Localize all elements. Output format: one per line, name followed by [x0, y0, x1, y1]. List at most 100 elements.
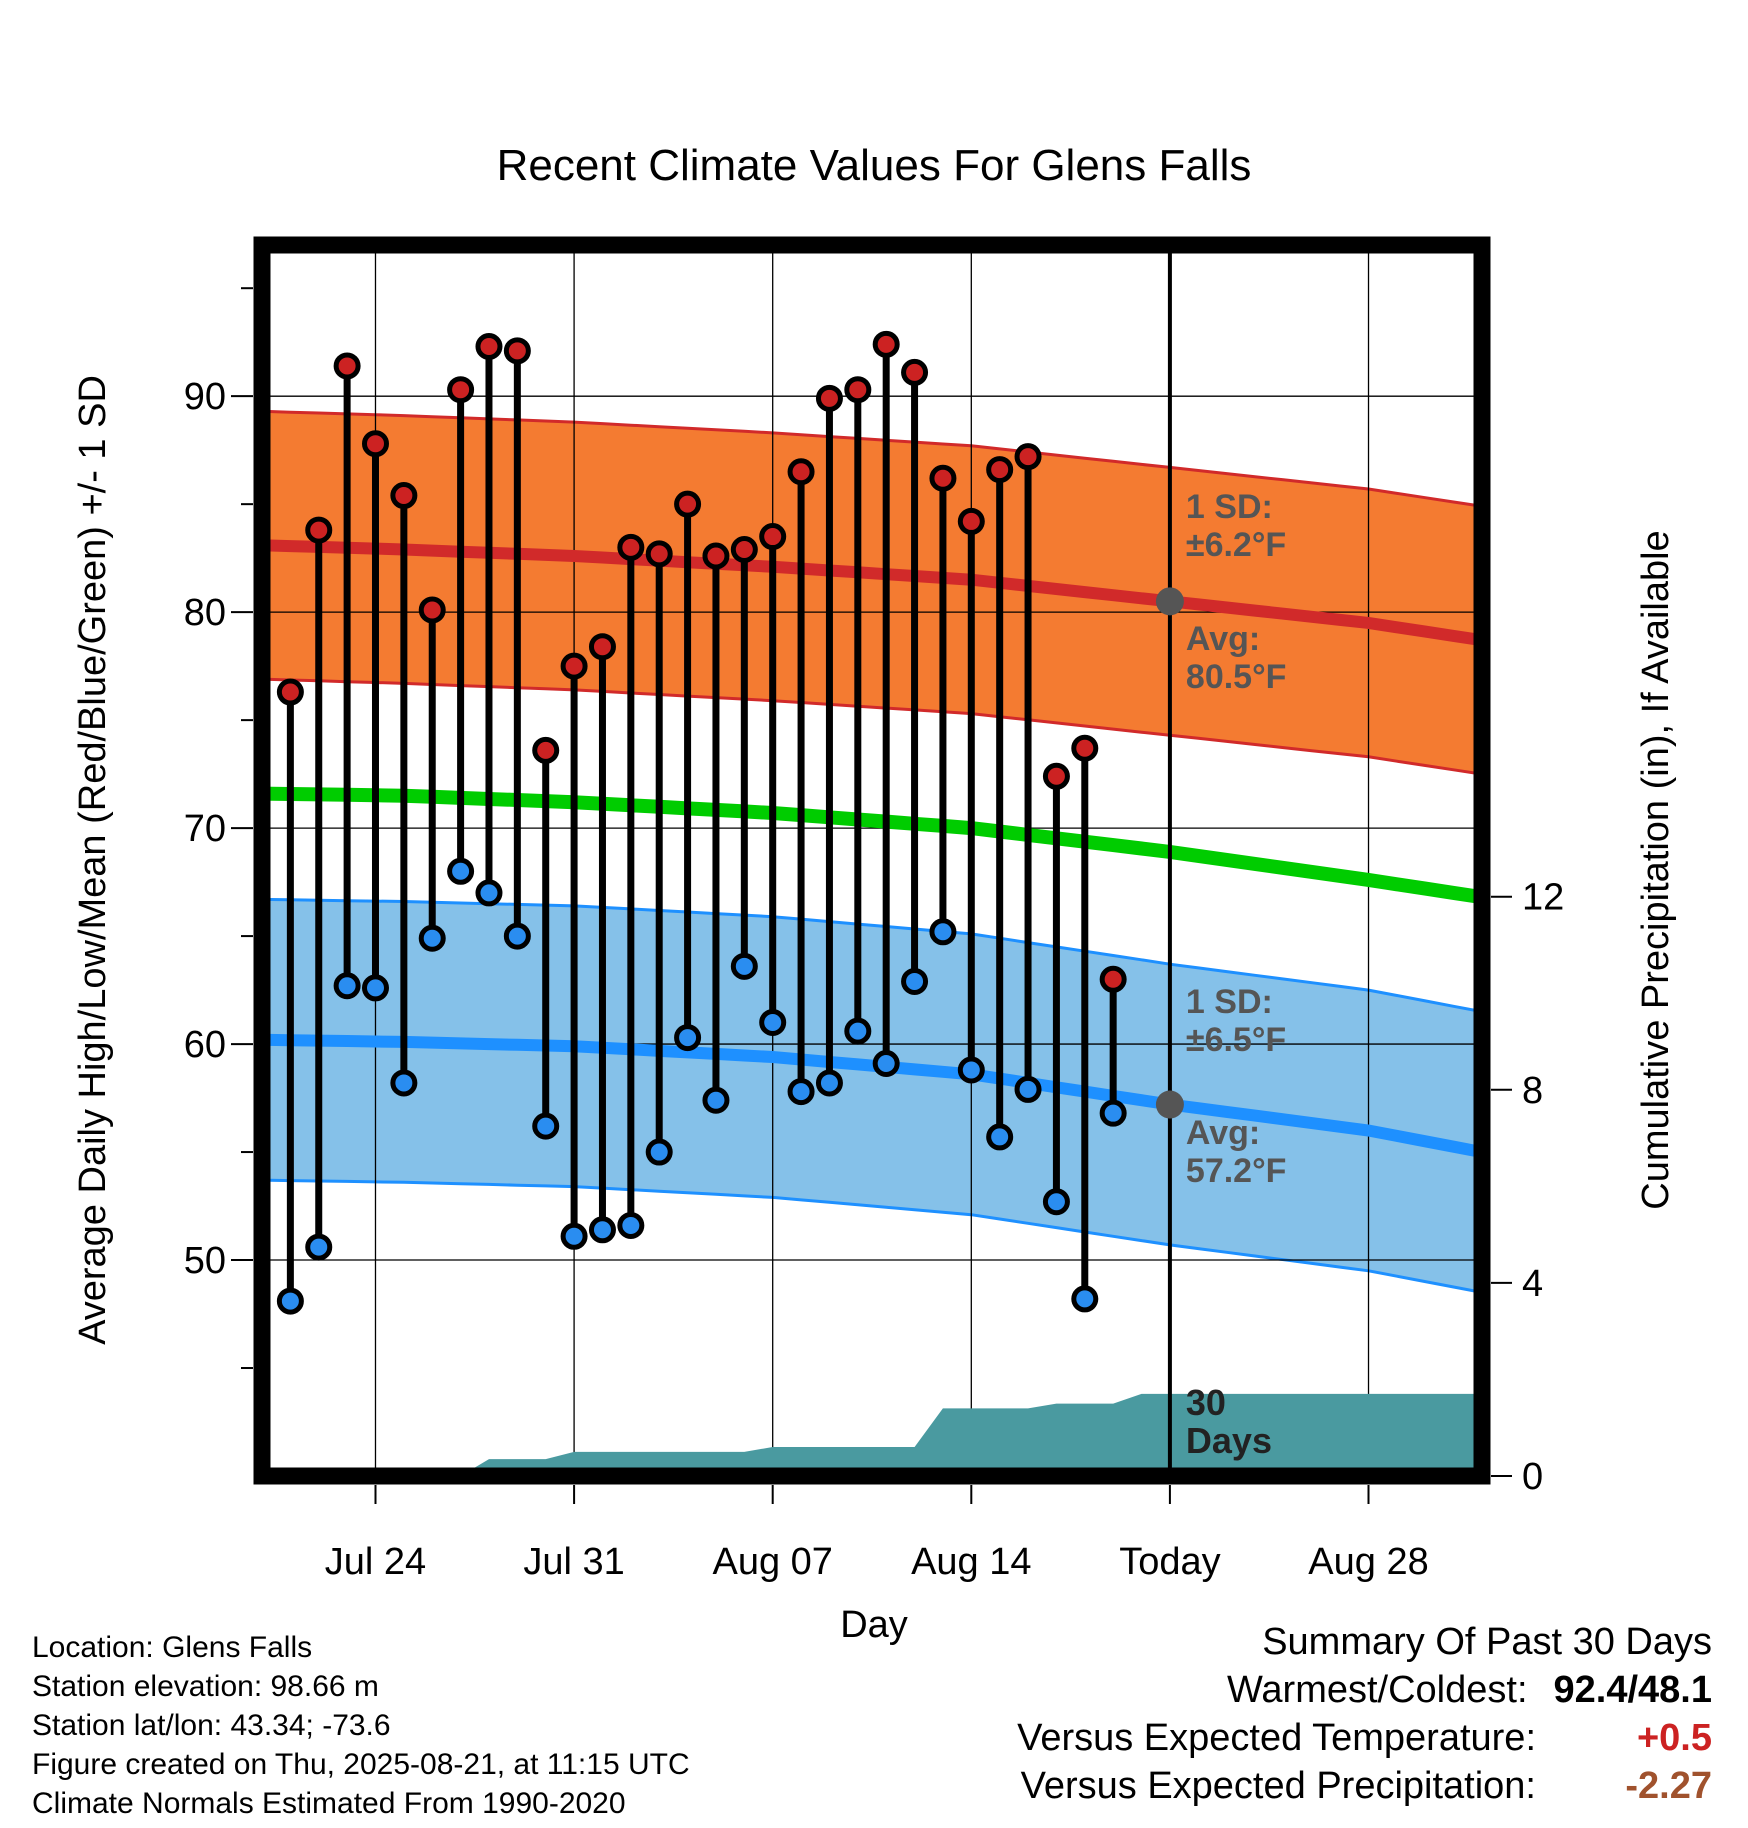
x-tick-label: Today: [1119, 1541, 1220, 1583]
summary-warmest-row: Warmest/Coldest: 92.4/48.1: [1017, 1666, 1712, 1714]
daily-high-point: [645, 540, 673, 568]
y-left-tick-label: 60: [184, 1024, 226, 1066]
y-right-tick-label: 4: [1522, 1263, 1543, 1305]
y-axis-left-label: Average Daily High/Low/Mean (Red/Blue/Gr…: [72, 375, 114, 1345]
high-sd-annotation: 1 SD: ±6.2°F: [1186, 488, 1286, 564]
high-avg-annotation: Avg: 80.5°F: [1186, 620, 1287, 696]
daily-high-point: [1042, 762, 1070, 790]
station-info: Location: Glens Falls Station elevation:…: [32, 1628, 690, 1823]
today-normal-high-marker: [1155, 587, 1184, 616]
warmest-label: Warmest/Coldest:: [1226, 1669, 1528, 1711]
low-avg-annotation-line: Avg:: [1186, 1114, 1260, 1152]
low-sd-band: [262, 899, 1482, 1293]
axes: 50 60 70 80 90 0 4 8 12 Jul 24 Jul 31 Aug 07 Aug 14 T…: [184, 236, 1564, 1583]
daily-high-point: [986, 456, 1014, 484]
daily-low-point: [588, 1216, 616, 1244]
y-right-tick-label: 0: [1522, 1456, 1543, 1498]
daily-low-point: [305, 1233, 333, 1261]
daily-high-point: [872, 330, 900, 358]
daily-low-point: [645, 1138, 673, 1166]
daily-high-point: [361, 430, 389, 458]
summary-panel: Summary Of Past 30 Days Warmest/Coldest:…: [1017, 1618, 1712, 1810]
today-normal-low-marker: [1155, 1090, 1184, 1119]
x-tick-label: Aug 07: [712, 1541, 832, 1583]
y-left-tick-label: 70: [184, 808, 226, 850]
daily-low-point: [617, 1211, 645, 1239]
daily-low-point: [787, 1078, 815, 1106]
daily-low-point: [418, 924, 446, 952]
daily-high-point: [1014, 443, 1042, 471]
high-band-upper-edge: [262, 409, 1482, 508]
low-band-upper-edge: [262, 897, 1482, 1014]
daily-low-point: [957, 1056, 985, 1084]
normals-text: Climate Normals Estimated From 1990-2020: [32, 1787, 626, 1820]
daily-low-point: [447, 857, 475, 885]
y-right-tick-label: 12: [1522, 877, 1564, 919]
temp-vs-expected-value: +0.5: [1636, 1717, 1712, 1759]
low-sd-annotation-line: ±6.5°F: [1186, 1021, 1286, 1059]
daily-low-point: [844, 1017, 872, 1045]
period-annotation-line: 30: [1186, 1382, 1226, 1423]
daily-high-point: [674, 490, 702, 518]
chart-title: Recent Climate Values For Glens Falls: [497, 141, 1252, 190]
precip-vs-expected-label: Versus Expected Precipitation:: [1020, 1765, 1536, 1807]
x-tick-label: Aug 28: [1308, 1541, 1428, 1583]
daily-high-point: [815, 384, 843, 412]
daily-high-point: [1099, 965, 1127, 993]
daily-low-point: [276, 1287, 304, 1315]
summary-temp-row: Versus Expected Temperature: +0.5: [1017, 1714, 1712, 1762]
daily-high-point: [730, 536, 758, 564]
daily-high-point: [617, 533, 645, 561]
x-tick-label: Jul 24: [325, 1541, 426, 1583]
daily-high-point: [333, 352, 361, 380]
high-band-lower-edge: [262, 677, 1482, 776]
daily-low-point: [1014, 1075, 1042, 1103]
summary-heading: Summary Of Past 30 Days: [1262, 1621, 1712, 1663]
daily-low-point: [901, 967, 929, 995]
y-axis-right-label: Cumulative Precipitation (in), If Availa…: [1635, 530, 1677, 1209]
daily-low-point: [730, 952, 758, 980]
x-tick-label: Aug 14: [911, 1541, 1031, 1583]
x-axis-label: Day: [840, 1604, 908, 1646]
daily-low-point: [815, 1069, 843, 1097]
y-left-tick-label: 50: [184, 1240, 226, 1282]
x-tick-label: Jul 31: [523, 1541, 624, 1583]
high-sd-annotation-line: 1 SD:: [1186, 488, 1273, 526]
normal-mean-line: [262, 786, 1482, 905]
high-sd-band: [262, 411, 1482, 775]
daily-low-point: [986, 1123, 1014, 1151]
low-sd-annotation-line: 1 SD:: [1186, 983, 1273, 1021]
daily-high-point: [929, 464, 957, 492]
high-avg-annotation-line: Avg:: [1186, 620, 1260, 658]
daily-low-point: [1042, 1188, 1070, 1216]
daily-low-point: [929, 918, 957, 946]
daily-low-point: [503, 922, 531, 950]
daily-high-point: [475, 333, 503, 361]
daily-high-point: [957, 507, 985, 535]
daily-low-point: [560, 1222, 588, 1250]
precip-vs-expected-value: -2.27: [1625, 1765, 1712, 1807]
daily-low-point: [1071, 1285, 1099, 1313]
daily-high-point: [418, 596, 446, 624]
created-text: Figure created on Thu, 2025-08-21, at 11…: [32, 1748, 690, 1781]
daily-high-point: [390, 482, 418, 510]
high-avg-annotation-line: 80.5°F: [1186, 658, 1287, 696]
daily-high-point: [560, 652, 588, 680]
daily-high-point: [787, 458, 815, 486]
elevation-text: Station elevation: 98.66 m: [32, 1670, 379, 1703]
low-band-lower-edge: [262, 1178, 1482, 1294]
low-sd-annotation: 1 SD: ±6.5°F: [1186, 983, 1286, 1059]
cumulative-precip-area: [262, 1393, 1482, 1476]
low-avg-annotation: Avg: 57.2°F: [1186, 1114, 1287, 1190]
daily-high-point: [1071, 734, 1099, 762]
daily-low-point: [872, 1050, 900, 1078]
daily-high-point: [702, 542, 730, 570]
daily-high-point: [901, 358, 929, 386]
latlon-text: Station lat/lon: 43.34; -73.6: [32, 1709, 391, 1742]
daily-low-point: [390, 1069, 418, 1097]
plot-frame: [253, 236, 1491, 1485]
high-sd-annotation-line: ±6.2°F: [1186, 526, 1286, 564]
